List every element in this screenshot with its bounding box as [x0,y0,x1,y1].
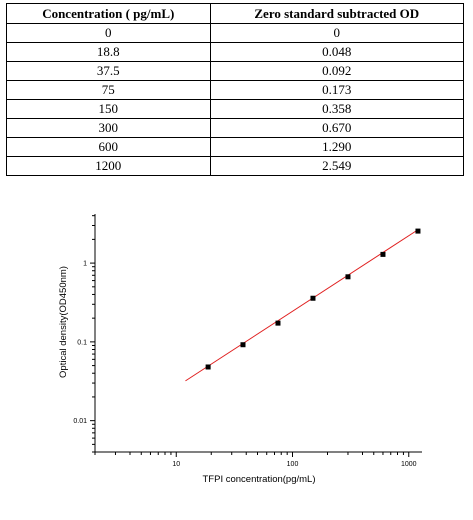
od-cell: 2.549 [209,156,465,176]
table-row: 300 0.670 [6,118,465,138]
table-row: 37.5 0.092 [6,61,465,81]
data-point [415,228,421,234]
concentration-cell: 300 [6,118,211,138]
concentration-cell: 0 [6,23,211,43]
column-header-od: Zero standard subtracted OD [209,3,465,24]
fit-line [185,229,419,382]
concentration-cell: 37.5 [6,61,211,81]
x-tick-label: 100 [287,461,299,468]
concentration-cell: 75 [6,80,211,100]
y-tick-label: 0.01 [73,418,87,425]
table-row: 18.8 0.048 [6,42,465,62]
od-cell: 0.670 [209,118,465,138]
table-header-row: Concentration ( pg/mL) Zero standard sub… [6,3,465,24]
x-tick-label: 1000 [401,461,417,468]
data-point [345,274,351,280]
table-row: 600 1.290 [6,137,465,157]
data-points-layer [205,228,421,370]
concentration-cell: 600 [6,137,211,157]
data-point [240,342,246,348]
od-cell: 1.290 [209,137,465,157]
data-point [380,251,386,257]
y-tick-label: 0.1 [77,339,87,346]
od-cell: 0.173 [209,80,465,100]
od-cell: 0.092 [209,61,465,81]
y-axis-label: Optical density(OD450nm) [58,266,69,378]
chart-axes: 10 100 1000 0.01 0.1 1 [73,214,422,468]
data-point [310,295,316,301]
axis-labels-layer: TFPI concentration(pg/mL) Optical densit… [58,266,316,485]
standard-curve-chart: 10 100 1000 0.01 0.1 1 TFPI concentration(pg/… [58,214,422,485]
column-header-concentration: Concentration ( pg/mL) [6,3,211,24]
fit-line-layer [185,229,419,382]
table-row: 0 0 [6,23,465,43]
x-tick-label: 10 [172,461,180,468]
x-axis-label: TFPI concentration(pg/mL) [203,474,316,485]
data-point [275,320,281,326]
standard-curve-table: Concentration ( pg/mL) Zero standard sub… [6,3,465,176]
concentration-cell: 1200 [6,156,211,176]
table-row: 1200 2.549 [6,156,465,176]
data-point [205,364,211,370]
od-cell: 0.048 [209,42,465,62]
table-row: 75 0.173 [6,80,465,100]
y-tick-label: 1 [83,261,87,268]
concentration-cell: 150 [6,99,211,119]
od-cell: 0 [209,23,465,43]
od-cell: 0.358 [209,99,465,119]
table-row: 150 0.358 [6,99,465,119]
concentration-cell: 18.8 [6,42,211,62]
